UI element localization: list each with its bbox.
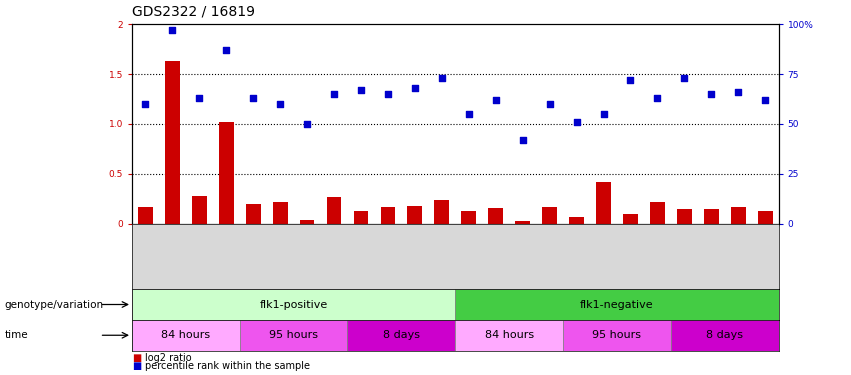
Bar [542, 207, 557, 224]
Bar [300, 219, 315, 224]
Bar [132, 289, 455, 320]
Text: 84 hours: 84 hours [161, 330, 210, 340]
Text: 84 hours: 84 hours [484, 330, 534, 340]
Bar [132, 320, 240, 351]
Bar [671, 320, 779, 351]
Point [354, 87, 368, 93]
Bar [327, 196, 341, 223]
Text: 95 hours: 95 hours [592, 330, 642, 340]
Bar [731, 207, 745, 224]
Point [732, 89, 745, 95]
Point [705, 91, 718, 97]
Bar [677, 209, 692, 224]
Point [650, 95, 664, 101]
Bar [272, 202, 288, 223]
Point [677, 75, 691, 81]
Text: ■: ■ [132, 352, 141, 363]
Text: 95 hours: 95 hours [269, 330, 318, 340]
Point [273, 101, 287, 107]
Point [516, 137, 529, 143]
Point [462, 111, 476, 117]
Point [570, 119, 584, 125]
Text: flk1-positive: flk1-positive [260, 300, 328, 309]
Bar [704, 209, 719, 224]
Text: genotype/variation: genotype/variation [4, 300, 103, 309]
Point [435, 75, 448, 81]
Point [300, 121, 314, 127]
Text: time: time [4, 330, 28, 340]
Point [543, 101, 557, 107]
Bar [219, 122, 234, 224]
Bar [138, 207, 153, 224]
Point [192, 95, 206, 101]
Bar [563, 320, 671, 351]
Bar [191, 196, 207, 223]
Bar [347, 320, 455, 351]
Text: GDS2322 / 16819: GDS2322 / 16819 [132, 4, 255, 18]
Bar [434, 200, 449, 223]
Bar [596, 182, 611, 224]
Bar [488, 208, 503, 224]
Bar [757, 210, 773, 224]
Point [624, 77, 637, 83]
Bar [461, 210, 477, 224]
Bar [515, 220, 530, 224]
Point [247, 95, 260, 101]
Text: 8 days: 8 days [706, 330, 743, 340]
Bar [246, 204, 260, 224]
Bar [165, 61, 180, 223]
Point [139, 101, 152, 107]
Point [165, 27, 179, 33]
Bar [455, 289, 779, 320]
Bar [623, 213, 638, 223]
Text: flk1-negative: flk1-negative [580, 300, 654, 309]
Point [758, 97, 772, 103]
Text: percentile rank within the sample: percentile rank within the sample [145, 361, 310, 371]
Point [381, 91, 395, 97]
Bar [569, 216, 584, 223]
Text: ■: ■ [132, 361, 141, 371]
Bar [353, 210, 368, 224]
Text: 8 days: 8 days [383, 330, 420, 340]
Bar [650, 202, 665, 223]
Point [408, 85, 422, 91]
Bar [240, 320, 347, 351]
Point [327, 91, 340, 97]
Bar [380, 207, 396, 224]
Point [220, 47, 233, 53]
Bar [455, 320, 563, 351]
Text: log2 ratio: log2 ratio [145, 352, 191, 363]
Bar [408, 206, 422, 224]
Point [488, 97, 502, 103]
Point [597, 111, 610, 117]
